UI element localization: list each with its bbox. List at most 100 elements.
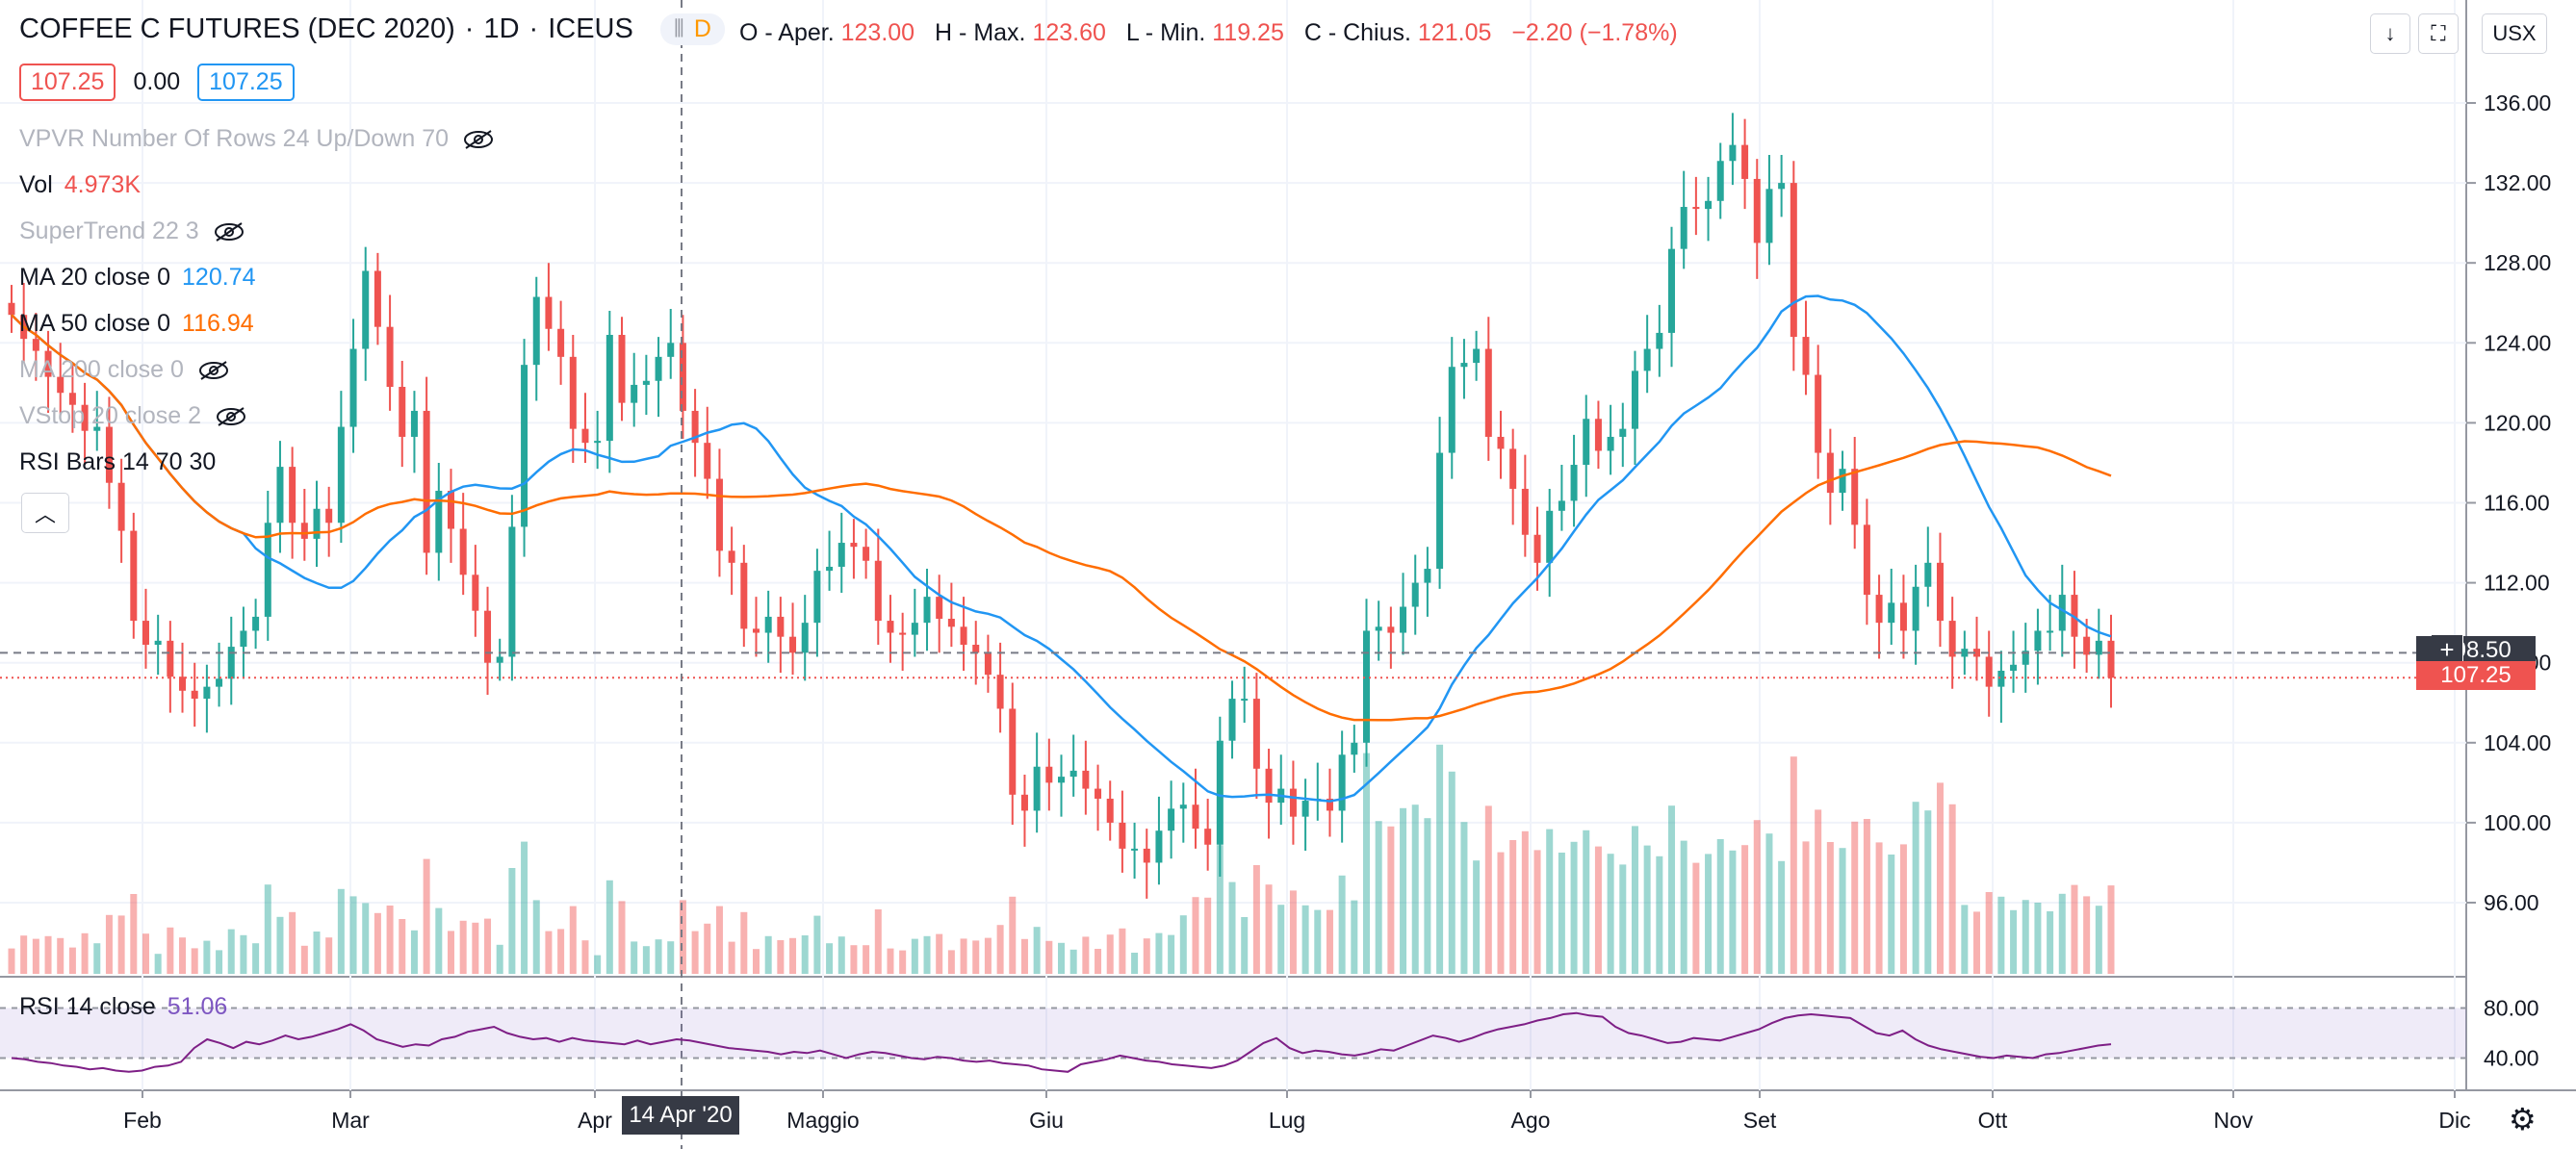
ma-50-line <box>11 314 2112 722</box>
candle-body <box>545 296 553 329</box>
candle-body <box>984 652 992 676</box>
eye-hidden-icon[interactable] <box>213 221 245 243</box>
candle-body <box>899 632 907 635</box>
volume-bar <box>1473 860 1481 974</box>
candle-body <box>1839 469 1846 494</box>
candle-body <box>459 528 467 575</box>
indicator-row[interactable]: VPVR Number Of Rows 24 Up/Down 70 <box>19 125 495 153</box>
candle-body <box>1594 419 1602 451</box>
eye-hidden-icon[interactable] <box>462 129 495 150</box>
volume-bar <box>2047 911 2054 974</box>
eye-hidden-icon[interactable] <box>197 360 230 381</box>
candle-body <box>704 443 711 479</box>
delayed-badge[interactable]: ⦀ D <box>659 13 725 45</box>
ask-price-button[interactable]: 107.25 <box>197 64 295 101</box>
candle-body <box>1570 465 1578 501</box>
volume-bar <box>20 935 28 974</box>
volume-bar <box>532 900 540 974</box>
candle-body <box>1058 777 1065 783</box>
volume-bar <box>2022 900 2029 974</box>
x-tick-label: Ott <box>1978 1108 2008 1133</box>
candle-body <box>569 356 577 429</box>
candle-body <box>423 410 430 553</box>
volume-bar <box>1314 909 1322 974</box>
candle-body <box>252 616 260 631</box>
indicator-row[interactable]: VStop 20 close 2 <box>19 402 247 430</box>
candle-body <box>472 574 479 611</box>
delayed-badge-label: D <box>693 15 711 42</box>
candle-body <box>1473 348 1481 364</box>
change-value: −2.20 (−1.78%) <box>1511 19 1678 46</box>
add-alert-plus-icon[interactable]: + <box>2432 635 2463 666</box>
candle-body <box>1131 848 1139 851</box>
volume-bar <box>789 937 797 974</box>
y-tick-label: 100.00 <box>2484 810 2551 835</box>
volume-bar <box>167 927 174 974</box>
volume-bar <box>227 929 235 974</box>
candle-body <box>667 343 675 357</box>
settings-gear-icon[interactable]: ⚙ <box>2509 1102 2537 1136</box>
volume-bar <box>44 935 52 974</box>
candle-body <box>532 296 540 366</box>
candle-body <box>1411 582 1419 607</box>
indicator-row[interactable]: MA 50 close 0 116.94 <box>19 310 254 338</box>
volume-bar <box>1363 753 1371 974</box>
volume-bar <box>801 935 809 974</box>
volume-bar <box>605 880 613 974</box>
volume-bar <box>740 911 748 974</box>
volume-bar <box>996 925 1004 974</box>
download-button[interactable]: ↓ <box>2370 13 2410 54</box>
symbol-name[interactable]: COFFEE C FUTURES (DEC 2020) <box>19 13 455 44</box>
volume-bar <box>984 937 992 974</box>
indicator-row[interactable]: RSI Bars 14 70 30 <box>19 448 216 476</box>
volume-bar <box>850 945 858 974</box>
y-tick-label: 120.00 <box>2484 410 2551 435</box>
volume-bar <box>1168 934 1175 974</box>
indicator-value: 120.74 <box>182 264 256 291</box>
volume-bar <box>863 945 870 974</box>
volume-bar <box>874 909 882 974</box>
volume-bar <box>1119 928 1126 974</box>
volume-bar <box>1436 744 1444 974</box>
candle-body <box>863 547 870 561</box>
volume-bar <box>1815 809 1822 974</box>
candle-body <box>1448 367 1455 453</box>
volume-bar <box>1631 826 1638 974</box>
volume-bar <box>631 941 638 974</box>
indicator-row[interactable]: MA 200 close 0 <box>19 356 230 384</box>
candle-body <box>2022 651 2029 665</box>
candle-body <box>1484 348 1492 437</box>
indicator-row[interactable]: MA 20 close 0 120.74 <box>19 264 256 292</box>
volume-bar <box>325 937 333 974</box>
y-tick-label: 136.00 <box>2484 90 2551 115</box>
volume-bar <box>1583 830 1590 974</box>
volume-bar <box>947 950 955 974</box>
indicator-row[interactable]: SuperTrend 22 3 <box>19 217 245 245</box>
candle-body <box>1045 766 1053 783</box>
candle-body <box>1033 766 1041 811</box>
volume-bar <box>1216 845 1224 974</box>
candle-body <box>1558 500 1565 511</box>
fullscreen-button[interactable]: ⛶ <box>2418 13 2459 54</box>
volume-bar <box>81 932 89 974</box>
volume-bar <box>777 940 785 974</box>
interval-label[interactable]: 1D <box>483 13 520 44</box>
volume-bar <box>887 948 894 974</box>
candle-body <box>679 343 686 411</box>
volume-bar <box>1875 842 1883 974</box>
volume-bar <box>1192 897 1199 974</box>
volume-bar <box>1668 805 1676 974</box>
candle-body <box>142 621 149 646</box>
volume-bar <box>2058 893 2066 974</box>
candle-body <box>1753 178 1761 243</box>
candle-body <box>374 270 381 327</box>
candle-body <box>642 380 650 385</box>
currency-button[interactable]: USX <box>2482 13 2547 54</box>
eye-hidden-icon[interactable] <box>215 406 247 427</box>
volume-bar <box>1106 934 1114 974</box>
collapse-legend-button[interactable]: ︿ <box>21 493 69 533</box>
bid-price-button[interactable]: 107.25 <box>19 64 116 101</box>
volume-bar <box>1961 905 1969 974</box>
indicator-row[interactable]: Vol 4.973K <box>19 171 141 199</box>
